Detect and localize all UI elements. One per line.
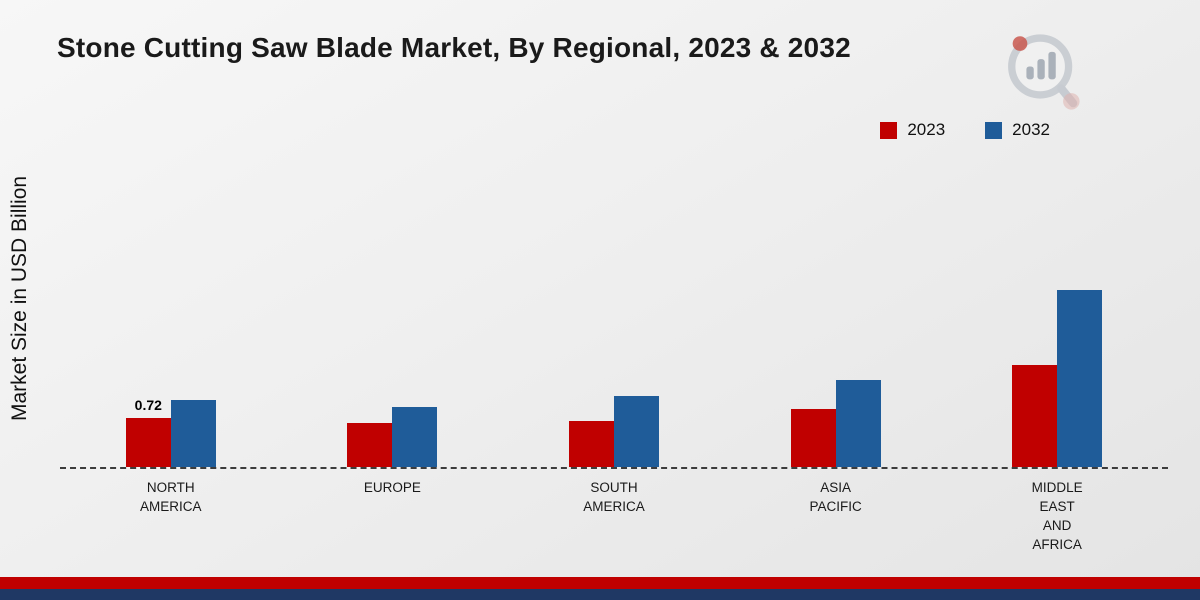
x-axis-category-label-line: SOUTH (590, 480, 638, 495)
x-axis-category-label-line: NORTH (146, 480, 195, 495)
brand-logo (1008, 34, 1080, 110)
chart-title: Stone Cutting Saw Blade Market, By Regio… (57, 32, 851, 63)
logo-accent (1063, 93, 1080, 110)
bar-2032 (835, 380, 881, 467)
footer-navy-stripe (0, 589, 1200, 600)
bar-2032 (392, 407, 438, 467)
legend-item-2023: 2023 (880, 120, 945, 140)
logo-dot (1012, 36, 1028, 51)
bar-2023 (1012, 365, 1058, 467)
x-axis-category-label-line: AND (1042, 517, 1072, 533)
legend-swatch (880, 121, 898, 139)
x-axis-category-label-line: AMERICA (140, 498, 202, 514)
x-axis-category-label: MIDDLE EAST AND AFRICA (997, 479, 1117, 555)
bar-value-label: 0.72 (134, 397, 162, 413)
x-axis-category-label-line: AMERICA (583, 498, 645, 514)
bar-group (776, 380, 896, 467)
x-axis-category-label-line: MIDDLE (1031, 480, 1083, 495)
legend-label: 2023 (907, 120, 946, 139)
bar-2023: 0.72 (125, 397, 171, 467)
bar-2023 (347, 423, 393, 467)
x-axis-category-label: SOUTH AMERICA (554, 479, 674, 555)
legend: 2023 2032 (880, 120, 1050, 140)
legend-swatch (985, 121, 1003, 139)
x-axis-category-label: ASIA PACIFIC (776, 479, 896, 555)
legend-label: 2032 (1012, 120, 1050, 139)
bar-group: 0.72 (111, 397, 231, 467)
x-axis-line (60, 467, 1168, 469)
x-axis-category-label: EUROPE (332, 479, 452, 555)
legend-item-2032: 2032 (985, 120, 1050, 140)
x-axis-category-label-line: EUROPE (363, 480, 421, 495)
x-axis-category-label-line: EAST (1039, 498, 1075, 514)
bar-2023 (790, 409, 836, 467)
bar-group (554, 396, 674, 467)
bar-2032 (1057, 290, 1103, 467)
x-axis-category-label-line: AFRICA (1032, 536, 1082, 552)
x-axis-category-label-line: PACIFIC (809, 498, 862, 514)
bar-group (332, 407, 452, 467)
logo-bar-1 (1026, 66, 1034, 80)
y-axis-label: Market Size in USD Billion (8, 175, 31, 421)
logo-bar-3 (1048, 51, 1056, 80)
logo-bar-2 (1037, 59, 1045, 80)
plot-area: 0.72 (60, 0, 1168, 467)
bar-2032 (613, 396, 659, 467)
bar-2023 (568, 421, 614, 467)
bar-2032 (170, 400, 216, 467)
x-axis-labels: NORTH AMERICA EUROPE SOUTH AMERICA ASIA PACIFI… (60, 479, 1168, 555)
x-axis-category-label: NORTH AMERICA (111, 479, 231, 555)
x-axis-category-label-line: ASIA (820, 480, 851, 495)
bar-group (997, 290, 1117, 467)
footer-red-stripe (0, 577, 1200, 589)
